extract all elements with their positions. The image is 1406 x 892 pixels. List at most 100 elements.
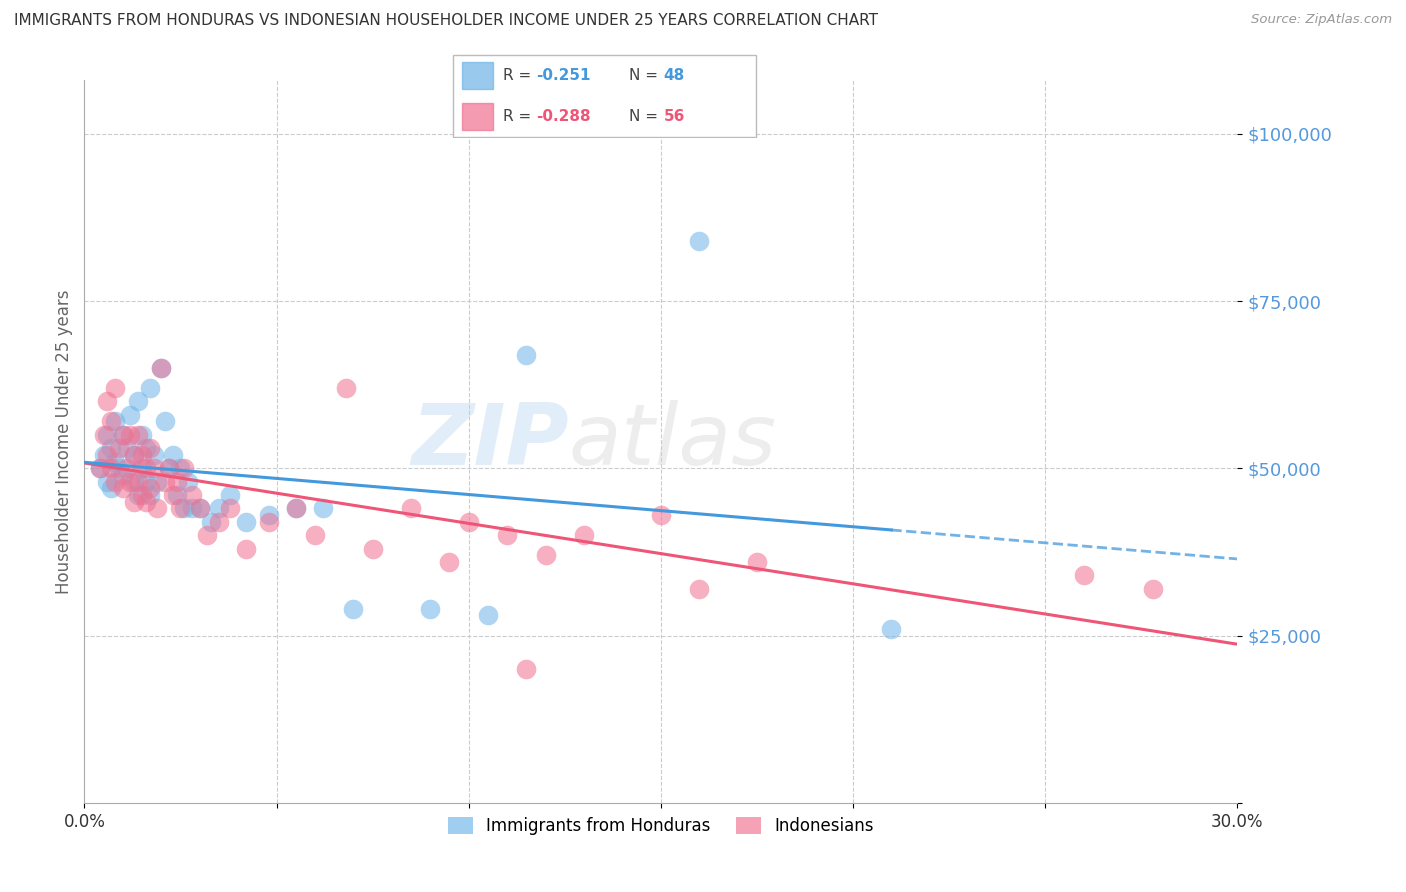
Point: [138, 381, 160, 395]
Point: [138, 441, 160, 455]
Point: [115, 441, 138, 455]
Point: [169, 501, 191, 516]
Point: [93, 448, 115, 462]
Point: [111, 467, 134, 482]
Point: [150, 361, 173, 376]
Point: [89, 461, 111, 475]
Point: [89, 461, 111, 475]
Point: [399, 501, 422, 516]
Point: [515, 348, 537, 362]
Point: [120, 408, 142, 422]
Point: [135, 441, 157, 455]
Point: [127, 475, 149, 489]
Point: [311, 501, 333, 516]
Text: N =: N =: [630, 109, 664, 124]
Point: [111, 482, 134, 496]
Point: [138, 482, 160, 496]
Text: IMMIGRANTS FROM HONDURAS VS INDONESIAN HOUSEHOLDER INCOME UNDER 25 YEARS CORRELA: IMMIGRANTS FROM HONDURAS VS INDONESIAN H…: [14, 13, 879, 29]
Point: [361, 541, 384, 556]
Point: [115, 461, 138, 475]
Text: -0.251: -0.251: [537, 68, 591, 83]
Point: [100, 414, 122, 428]
Point: [162, 488, 184, 502]
Bar: [463, 62, 494, 89]
Point: [131, 427, 153, 442]
Point: [127, 394, 149, 409]
Point: [515, 662, 537, 676]
Point: [181, 488, 204, 502]
Point: [162, 448, 184, 462]
Point: [219, 501, 242, 516]
Bar: [463, 103, 494, 130]
Point: [342, 602, 364, 616]
Point: [131, 461, 153, 475]
Point: [100, 482, 122, 496]
Point: [208, 515, 231, 529]
Point: [496, 528, 519, 542]
Point: [419, 602, 441, 616]
Point: [124, 448, 146, 462]
Point: [688, 234, 710, 248]
Point: [166, 475, 188, 489]
Point: [104, 475, 127, 489]
Text: R =: R =: [502, 68, 536, 83]
Point: [108, 461, 131, 475]
Legend: Immigrants from Honduras, Indonesians: Immigrants from Honduras, Indonesians: [441, 810, 880, 841]
Point: [457, 515, 479, 529]
Point: [111, 427, 134, 442]
Point: [534, 548, 557, 563]
Point: [127, 427, 149, 442]
Point: [104, 414, 127, 428]
Point: [93, 427, 115, 442]
Point: [153, 414, 176, 428]
Point: [173, 461, 195, 475]
Point: [96, 448, 118, 462]
Point: [173, 501, 195, 516]
Point: [100, 441, 122, 455]
Point: [111, 427, 134, 442]
Point: [284, 501, 307, 516]
Point: [131, 448, 153, 462]
Point: [1073, 568, 1095, 582]
Point: [235, 541, 257, 556]
Point: [650, 508, 672, 523]
Point: [304, 528, 326, 542]
Point: [127, 488, 149, 502]
Point: [284, 501, 307, 516]
Point: [572, 528, 595, 542]
Point: [200, 515, 222, 529]
Point: [477, 608, 499, 623]
Point: [146, 501, 169, 516]
Point: [96, 427, 118, 442]
Point: [146, 475, 169, 489]
Point: [188, 501, 211, 516]
Text: atlas: atlas: [568, 400, 776, 483]
Point: [142, 448, 165, 462]
Point: [131, 488, 153, 502]
Point: [439, 555, 461, 569]
Point: [335, 381, 357, 395]
Point: [177, 475, 200, 489]
Point: [108, 441, 131, 455]
Point: [120, 475, 142, 489]
Point: [135, 494, 157, 508]
Point: [157, 461, 180, 475]
Point: [138, 488, 160, 502]
Text: N =: N =: [630, 68, 664, 83]
Point: [157, 461, 180, 475]
Point: [688, 582, 710, 596]
Point: [188, 501, 211, 516]
Text: R =: R =: [502, 109, 536, 124]
Point: [135, 475, 157, 489]
Point: [96, 475, 118, 489]
Text: -0.288: -0.288: [537, 109, 591, 124]
Point: [169, 461, 191, 475]
Point: [219, 488, 242, 502]
Point: [257, 508, 280, 523]
Point: [104, 381, 127, 395]
Point: [96, 394, 118, 409]
Text: ZIP: ZIP: [411, 400, 568, 483]
Point: [745, 555, 768, 569]
Point: [150, 361, 173, 376]
Y-axis label: Householder Income Under 25 years: Householder Income Under 25 years: [55, 289, 73, 594]
